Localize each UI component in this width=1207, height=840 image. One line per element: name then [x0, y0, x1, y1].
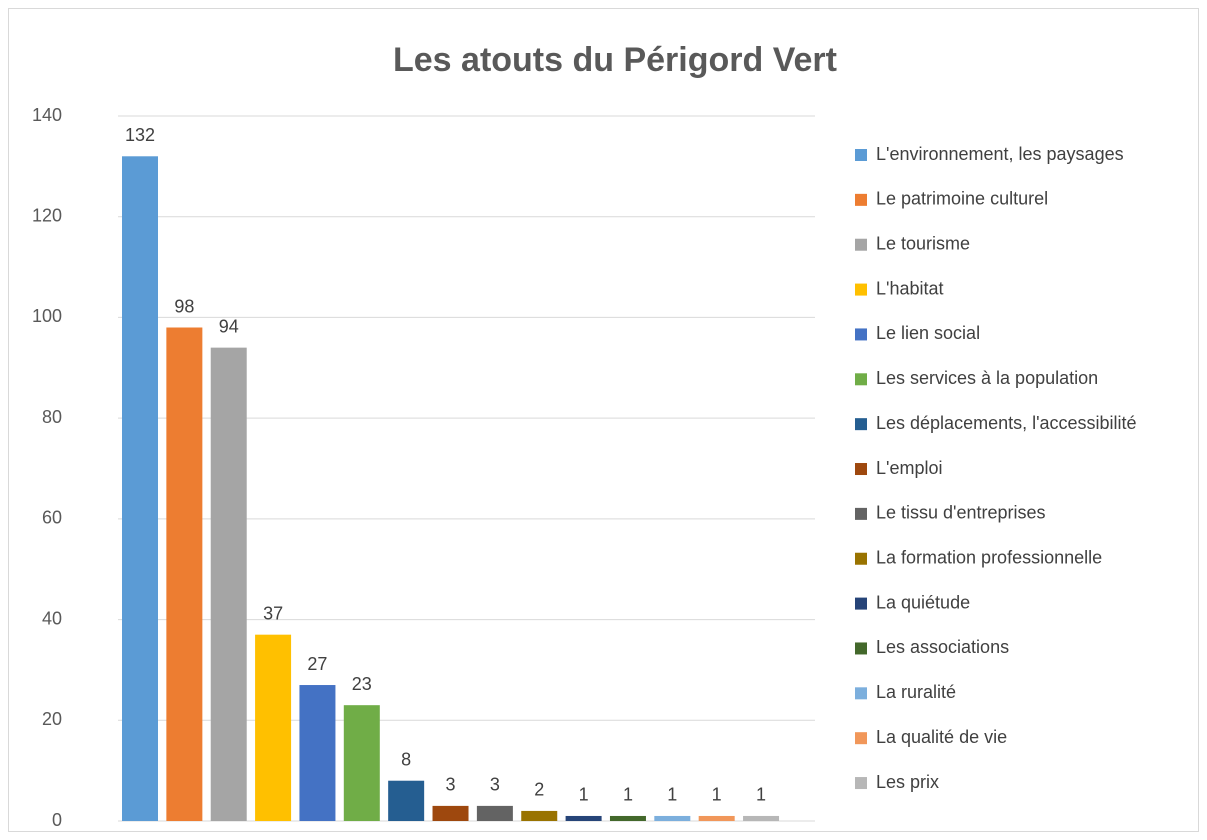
legend-label: Les prix	[876, 772, 939, 792]
data-label: 1	[667, 785, 677, 805]
legend-label: La formation professionnelle	[876, 547, 1102, 567]
legend-label: Le tourisme	[876, 233, 970, 253]
legend-swatch	[855, 373, 867, 386]
bar	[521, 810, 558, 821]
legend-label: Les services à la population	[876, 368, 1098, 388]
legend-swatch	[855, 328, 867, 341]
legend-label: Le patrimoine culturel	[876, 189, 1048, 209]
legend-label: Les déplacements, l'accessibilité	[876, 413, 1137, 433]
legend-swatch	[855, 552, 867, 565]
legend-swatch	[855, 507, 867, 520]
data-label: 2	[534, 780, 544, 800]
data-label: 1	[623, 785, 633, 805]
data-label: 1	[579, 785, 589, 805]
chart-border	[8, 8, 1199, 832]
y-tick-label: 0	[52, 810, 62, 830]
data-label: 23	[352, 674, 372, 694]
y-tick-label: 20	[42, 709, 62, 729]
legend-swatch	[855, 193, 867, 206]
legend-label: La ruralité	[876, 682, 956, 702]
legend-swatch	[855, 777, 867, 790]
data-label: 8	[401, 749, 411, 769]
bar	[255, 634, 292, 821]
data-label: 1	[756, 785, 766, 805]
legend-label: L'environnement, les paysages	[876, 144, 1124, 164]
bar	[299, 685, 336, 821]
legend-swatch	[855, 642, 867, 655]
legend-label: Le lien social	[876, 323, 980, 343]
legend-label: Les associations	[876, 637, 1009, 657]
y-tick-label: 80	[42, 407, 62, 427]
data-label: 98	[174, 296, 194, 316]
legend-label: La quiétude	[876, 592, 970, 612]
data-label: 1	[712, 785, 722, 805]
bar	[565, 815, 602, 821]
bar	[743, 815, 780, 821]
y-tick-label: 60	[42, 508, 62, 528]
y-tick-label: 100	[32, 306, 62, 326]
bar	[609, 815, 646, 821]
y-tick-label: 40	[42, 608, 62, 628]
data-label: 132	[125, 125, 155, 145]
legend-swatch	[855, 687, 867, 700]
data-label: 94	[219, 316, 239, 336]
chart-title: Les atouts du Périgord Vert	[393, 41, 837, 79]
legend-swatch	[855, 238, 867, 251]
y-tick-label: 120	[32, 205, 62, 225]
legend-swatch	[855, 418, 867, 431]
legend-swatch	[855, 463, 867, 476]
bar	[343, 705, 380, 821]
bar	[122, 156, 158, 822]
legend-label: L'habitat	[876, 278, 944, 298]
bar	[432, 805, 469, 821]
y-tick-label: 140	[32, 105, 62, 125]
legend-label: La qualité de vie	[876, 727, 1007, 747]
bar	[476, 805, 513, 821]
legend-swatch	[855, 149, 867, 161]
data-label: 37	[263, 603, 283, 623]
legend-swatch	[855, 283, 867, 296]
data-label: 3	[446, 775, 456, 795]
data-label: 3	[490, 775, 500, 795]
bar	[210, 347, 247, 821]
legend-label: Le tissu d'entreprises	[876, 503, 1046, 523]
legend-swatch	[855, 597, 867, 610]
data-label: 27	[307, 654, 327, 674]
legend-swatch	[855, 732, 867, 745]
bar	[166, 327, 203, 821]
bar	[388, 780, 425, 821]
bar	[698, 815, 735, 821]
legend-label: L'emploi	[876, 458, 942, 478]
bar	[654, 815, 691, 821]
